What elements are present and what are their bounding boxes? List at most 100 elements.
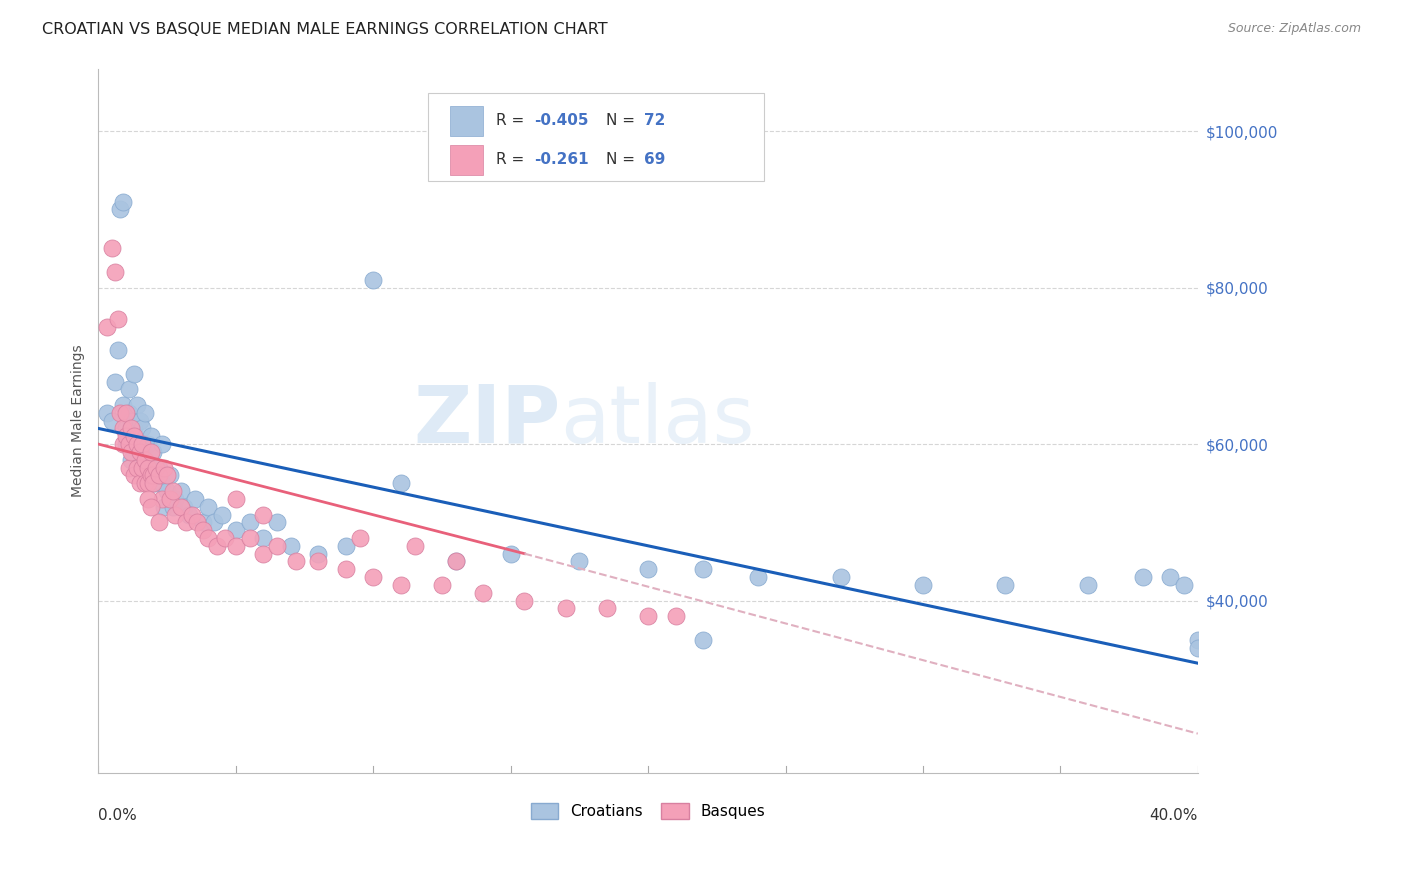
Point bbox=[125, 437, 148, 451]
FancyBboxPatch shape bbox=[429, 93, 763, 181]
Point bbox=[118, 460, 141, 475]
Point bbox=[131, 421, 153, 435]
Point bbox=[430, 578, 453, 592]
Text: N =: N = bbox=[606, 153, 640, 168]
Point bbox=[107, 343, 129, 358]
Point bbox=[335, 539, 357, 553]
Text: ZIP: ZIP bbox=[413, 382, 560, 459]
Point bbox=[239, 516, 262, 530]
Point bbox=[186, 516, 208, 530]
Point bbox=[148, 516, 170, 530]
Point bbox=[1132, 570, 1154, 584]
Point bbox=[389, 476, 412, 491]
Bar bbox=[450, 106, 484, 136]
Point bbox=[911, 578, 934, 592]
Point bbox=[134, 476, 156, 491]
Point bbox=[148, 468, 170, 483]
Point bbox=[513, 593, 536, 607]
Point bbox=[173, 500, 195, 514]
Point bbox=[125, 398, 148, 412]
Point bbox=[139, 468, 162, 483]
Point bbox=[142, 468, 165, 483]
Point bbox=[153, 500, 176, 514]
Point bbox=[225, 491, 247, 506]
Point bbox=[142, 476, 165, 491]
Point bbox=[156, 468, 179, 483]
Point bbox=[1159, 570, 1181, 584]
Point bbox=[225, 539, 247, 553]
Point bbox=[125, 460, 148, 475]
Point bbox=[101, 242, 124, 256]
Point bbox=[136, 468, 159, 483]
Point bbox=[165, 491, 187, 506]
Point bbox=[568, 554, 591, 568]
Point bbox=[118, 406, 141, 420]
Point bbox=[131, 437, 153, 451]
Point bbox=[134, 437, 156, 451]
Point bbox=[176, 516, 198, 530]
Point bbox=[361, 570, 384, 584]
Point bbox=[252, 531, 274, 545]
Point bbox=[118, 437, 141, 451]
Point bbox=[159, 468, 181, 483]
Point bbox=[112, 194, 135, 209]
Point bbox=[266, 539, 288, 553]
Point bbox=[335, 562, 357, 576]
Point bbox=[120, 421, 142, 435]
Point bbox=[118, 382, 141, 396]
Point bbox=[134, 406, 156, 420]
Point bbox=[747, 570, 769, 584]
Point bbox=[692, 562, 714, 576]
Point bbox=[162, 500, 184, 514]
Point bbox=[112, 437, 135, 451]
Point bbox=[125, 437, 148, 451]
Y-axis label: Median Male Earnings: Median Male Earnings bbox=[72, 344, 86, 497]
Point bbox=[145, 460, 167, 475]
Text: R =: R = bbox=[496, 153, 534, 168]
Text: 40.0%: 40.0% bbox=[1150, 808, 1198, 823]
Point bbox=[162, 484, 184, 499]
Point bbox=[239, 531, 262, 545]
Text: 72: 72 bbox=[644, 113, 665, 128]
Point bbox=[191, 516, 214, 530]
Point bbox=[128, 445, 150, 459]
Point bbox=[180, 508, 202, 522]
Text: 69: 69 bbox=[644, 153, 665, 168]
Point bbox=[994, 578, 1017, 592]
Point bbox=[142, 476, 165, 491]
Point bbox=[225, 523, 247, 537]
Point bbox=[252, 547, 274, 561]
Point bbox=[554, 601, 576, 615]
Point bbox=[596, 601, 619, 615]
Point bbox=[280, 539, 302, 553]
Point bbox=[170, 500, 193, 514]
Point bbox=[150, 491, 173, 506]
Point bbox=[107, 312, 129, 326]
Text: N =: N = bbox=[606, 113, 640, 128]
Point bbox=[285, 554, 308, 568]
Point bbox=[1173, 578, 1195, 592]
Point bbox=[252, 508, 274, 522]
Point bbox=[128, 460, 150, 475]
Point bbox=[120, 452, 142, 467]
Point bbox=[444, 554, 467, 568]
Text: R =: R = bbox=[496, 113, 530, 128]
Point bbox=[115, 421, 138, 435]
Point bbox=[148, 460, 170, 475]
Bar bbox=[450, 145, 484, 175]
Point bbox=[1077, 578, 1099, 592]
Point bbox=[115, 429, 138, 443]
Point bbox=[110, 406, 132, 420]
Point bbox=[142, 445, 165, 459]
Point bbox=[307, 547, 329, 561]
Text: -0.261: -0.261 bbox=[534, 153, 589, 168]
Point bbox=[128, 476, 150, 491]
Point bbox=[150, 476, 173, 491]
Point bbox=[131, 452, 153, 467]
Point bbox=[139, 445, 162, 459]
Point bbox=[499, 547, 522, 561]
Point bbox=[104, 375, 127, 389]
Point bbox=[136, 437, 159, 451]
Point bbox=[104, 265, 127, 279]
Point bbox=[197, 531, 219, 545]
